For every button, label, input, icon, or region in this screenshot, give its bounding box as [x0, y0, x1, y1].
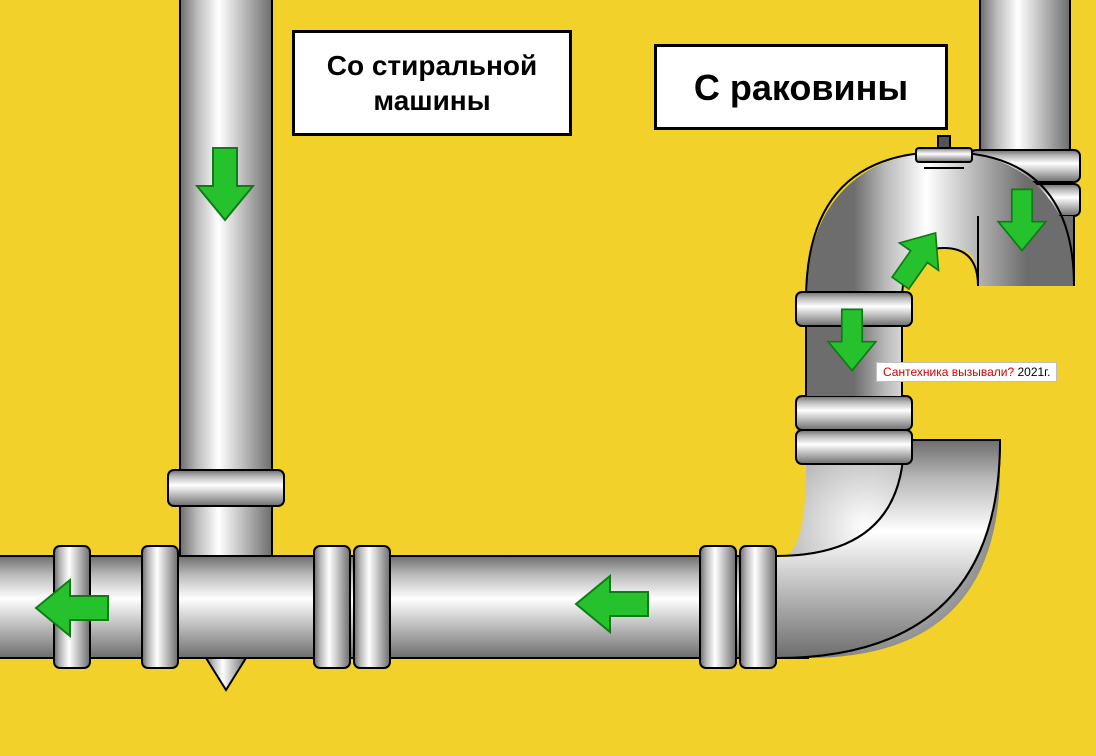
plumbing-diagram: Со стиральной машины С раковины Сантехни…	[0, 0, 1096, 756]
trap-cap-bolt	[938, 136, 950, 148]
socket-tee-right	[314, 546, 350, 668]
label-washing-machine-line2: машины	[373, 85, 490, 116]
socket-tee-left	[142, 546, 178, 668]
label-sink-text: С раковины	[694, 65, 908, 110]
main-drain-pipe	[0, 556, 808, 658]
socket-riser-mid	[796, 396, 912, 430]
watermark-red-text: Сантехника вызывали?	[883, 365, 1014, 379]
socket-riser-bottom	[796, 430, 912, 464]
socket-elbow-in	[740, 546, 776, 668]
trap-cap-flange	[916, 148, 972, 162]
watermark: Сантехника вызывали? 2021г.	[876, 362, 1057, 382]
label-washing-machine-line1: Со стиральной	[327, 50, 538, 81]
label-sink: С раковины	[654, 44, 948, 130]
watermark-black-text: 2021г.	[1014, 365, 1050, 379]
socket-tee-top	[168, 470, 284, 506]
socket-main-3	[700, 546, 736, 668]
label-washing-machine: Со стиральной машины	[292, 30, 572, 136]
socket-main-2	[354, 546, 390, 668]
